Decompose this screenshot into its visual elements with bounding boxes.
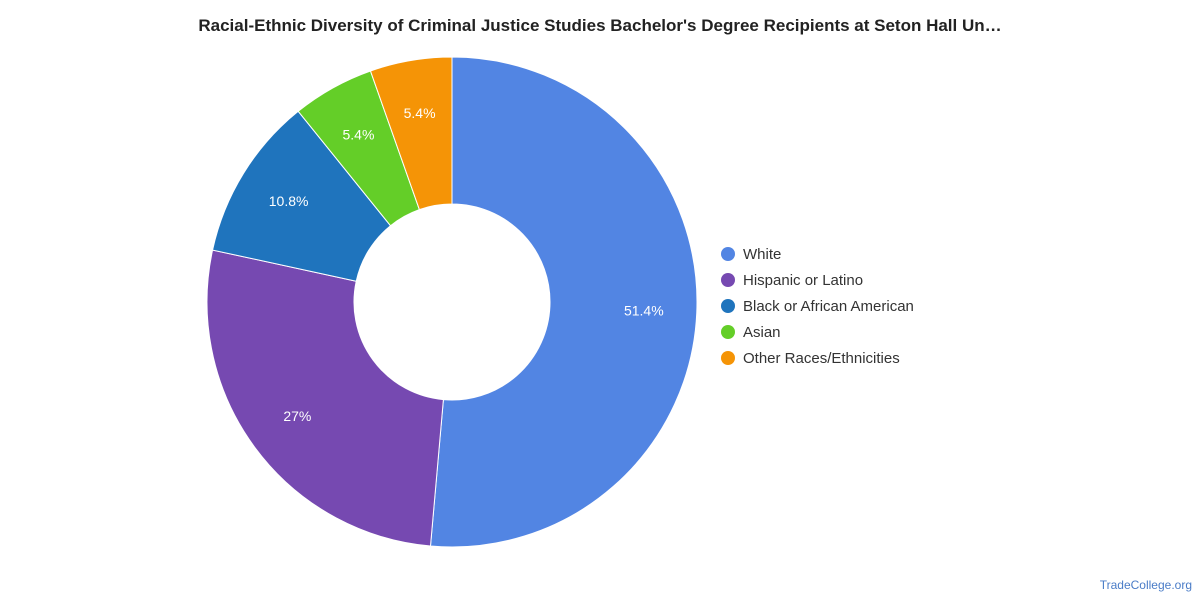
legend-swatch <box>721 299 735 313</box>
slice-value-label: 5.4% <box>342 126 374 142</box>
legend-label: Hispanic or Latino <box>743 271 864 289</box>
donut-slice-hispanic-or-latino[interactable] <box>206 249 444 547</box>
legend-item-hispanic-or-latino[interactable]: Hispanic or Latino <box>721 267 914 293</box>
donut-slice-other-races-ethnicities[interactable] <box>369 56 453 211</box>
slice-value-label: 10.8% <box>269 193 309 209</box>
legend-swatch <box>721 325 735 339</box>
slice-value-label: 5.4% <box>404 105 436 121</box>
donut-slice-white[interactable] <box>429 56 698 548</box>
source-link[interactable]: TradeCollege.org <box>1099 578 1192 592</box>
legend-item-black-or-african-american[interactable]: Black or African American <box>721 293 914 319</box>
chart-legend: White Hispanic or Latino Black or Africa… <box>721 241 914 371</box>
legend-label: Other Races/Ethnicities <box>743 349 900 367</box>
chart-title: Racial-Ethnic Diversity of Criminal Just… <box>198 16 1002 35</box>
legend-label: Black or African American <box>743 297 914 315</box>
legend-item-other-races-ethnicities[interactable]: Other Races/Ethnicities <box>721 345 914 371</box>
slice-value-label: 27% <box>283 408 311 424</box>
legend-swatch <box>721 351 735 365</box>
slice-value-label: 51.4% <box>624 302 664 318</box>
legend-item-asian[interactable]: Asian <box>721 319 914 345</box>
legend-label: White <box>743 245 782 263</box>
legend-swatch <box>721 273 735 287</box>
legend-swatch <box>721 247 735 261</box>
legend-label: Asian <box>743 323 781 341</box>
legend-item-white[interactable]: White <box>721 241 914 267</box>
